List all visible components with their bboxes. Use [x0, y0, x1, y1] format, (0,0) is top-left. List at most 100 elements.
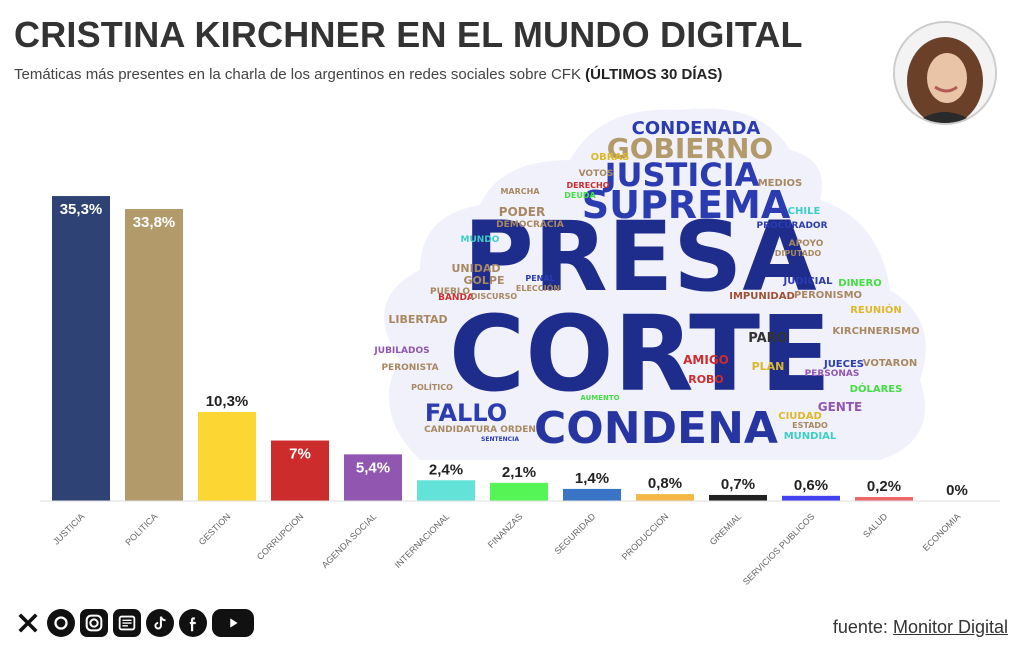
x-tick-label: JUSTICIA: [51, 511, 86, 546]
bar-gestion: [198, 412, 256, 501]
cloud-word: PERONISMO: [794, 290, 862, 301]
cloud-word: CONDENADA: [632, 118, 761, 139]
x-tick-label: SERVICIOS PUBLICOS: [741, 511, 817, 587]
cloud-word: MUNDO: [461, 235, 500, 245]
data-label: 35,3%: [60, 201, 103, 218]
portrait-icon: [895, 23, 995, 123]
data-label: 1,4%: [575, 470, 609, 487]
data-label: 0,7%: [721, 476, 755, 493]
newsletter-icon[interactable]: [113, 609, 141, 637]
cloud-word: BANDA: [438, 293, 474, 303]
subtitle-period: (ÚLTIMOS 30 DÍAS): [585, 66, 723, 83]
cloud-word: PUEBLO: [430, 287, 470, 297]
x-tick-label: INTERNACIONAL: [393, 511, 452, 570]
x-tick-label: PRODUCCION: [620, 511, 671, 562]
x-tick-label: AGENDA SOCIAL: [320, 511, 379, 570]
data-label: 0%: [946, 482, 968, 499]
word-cloud-shape: [384, 108, 926, 460]
data-label: 0,8%: [648, 475, 682, 492]
cloud-word: DEMOCRACIA: [496, 220, 564, 230]
cloud-word: CANDIDATURA ORDEN: [424, 425, 536, 435]
cloud-word: VOTARON: [863, 358, 917, 369]
subtitle-text: Temáticas más presentes en la charla de …: [14, 66, 581, 83]
source-credit: fuente: Monitor Digital: [833, 617, 1008, 638]
cloud-word: ELECCIÓN: [516, 282, 560, 293]
bar-seguridad: [563, 488, 621, 501]
cloud-word: CONDENA: [534, 403, 778, 454]
bar-produccion: [636, 494, 694, 501]
page-subtitle: Temáticas más presentes en la charla de …: [14, 66, 722, 83]
cloud-word: DERECHO: [566, 181, 609, 190]
cloud-word: SUPREMA: [582, 183, 791, 227]
x-tick-label: GREMIAL: [708, 511, 744, 547]
bar-series: 35,3% 33,8% 10,3% 7% 5,4% 2,4% 2,1% 1,4% 0,8% 0,7…: [52, 196, 968, 501]
cloud-word: JUSTICIA: [603, 156, 760, 194]
cloud-word: POLÍTICO: [411, 381, 453, 392]
bar-justicia: [52, 196, 110, 501]
cloud-word: PRESA: [463, 201, 816, 313]
instagram-icon[interactable]: [80, 609, 108, 637]
page-title: CRISTINA KIRCHNER EN EL MUNDO DIGITAL: [14, 14, 803, 55]
cloud-word: PODER: [499, 205, 545, 219]
cloud-word: PROCURADOR: [756, 221, 827, 231]
bar-agenda-social: [344, 454, 402, 501]
cloud-word: MARCHA: [500, 187, 540, 196]
cloud-word: JUDICIAL: [782, 276, 833, 287]
bar-gremial: [709, 494, 767, 501]
cloud-word: GOBIERNO: [607, 132, 773, 165]
cloud-word: PARO: [748, 331, 787, 346]
cloud-word: IMPUNIDAD: [729, 291, 795, 302]
x-tick-label: SEGURIDAD: [553, 511, 598, 556]
bar-politica: [125, 209, 183, 501]
x-tick-label: GESTION: [197, 511, 233, 547]
x-axis-labels: JUSTICIA POLITICA GESTION CORRUPCION AGENDA …: [51, 511, 962, 587]
facebook-icon[interactable]: [179, 609, 207, 637]
cloud-word: OBRAS: [591, 152, 630, 163]
cloud-word: DIPUTADO: [775, 249, 822, 258]
x-tick-label: POLITICA: [123, 511, 159, 547]
youtube-icon[interactable]: [212, 609, 254, 637]
data-label: 2,1%: [502, 464, 536, 481]
cloud-word: AMIGO: [683, 353, 729, 367]
cloud-word: CIUDAD: [778, 411, 822, 422]
cloud-word: GOLPE: [464, 274, 505, 287]
bar-finanzas: [490, 482, 548, 501]
cloud-word: DEUDA: [564, 191, 596, 200]
source-link[interactable]: Monitor Digital: [892, 617, 1008, 637]
cloud-word: DISCURSO: [471, 292, 518, 301]
data-label: 0,2%: [867, 478, 901, 495]
data-label: 0,6%: [794, 477, 828, 494]
bar-salud: [855, 497, 913, 501]
bar-corrupcion: [271, 440, 329, 501]
cloud-word: MUNDIAL: [784, 431, 837, 442]
bar-servicios-publicos: [782, 495, 840, 501]
data-label: 10,3%: [206, 393, 249, 410]
cloud-word: CHILE: [788, 206, 821, 217]
cloud-word: APOYO: [789, 239, 824, 249]
x-icon[interactable]: [14, 609, 42, 637]
cloud-word: UNIDAD: [451, 262, 500, 275]
cloud-word: FALLO: [425, 399, 507, 427]
cloud-word: ESTADO: [792, 421, 828, 430]
cloud-word: REUNIÓN: [850, 303, 902, 316]
threads-icon[interactable]: [47, 609, 75, 637]
cloud-word: DINERO: [838, 278, 881, 289]
cloud-word: SENTENCIA: [481, 436, 519, 443]
data-label: 5,4%: [356, 459, 390, 476]
cloud-word: ROBO: [688, 373, 724, 386]
cloud-word: PERONISTA: [381, 363, 438, 373]
x-tick-label: ECONOMIA: [921, 511, 963, 553]
cloud-word: LIBERTAD: [388, 313, 447, 326]
tiktok-icon[interactable]: [146, 609, 174, 637]
data-label: 2,4%: [429, 461, 463, 478]
cloud-word: VOTOS: [579, 169, 614, 179]
avatar: [893, 21, 997, 125]
bar-internacional: [417, 480, 475, 501]
cloud-word: DÓLARES: [850, 382, 903, 395]
source-label: fuente:: [832, 617, 888, 637]
cloud-word: MEDIOS: [758, 178, 803, 189]
cloud-word: JUBILADOS: [373, 346, 429, 356]
x-tick-label: CORRUPCION: [255, 511, 306, 562]
data-label: 33,8%: [133, 214, 176, 231]
